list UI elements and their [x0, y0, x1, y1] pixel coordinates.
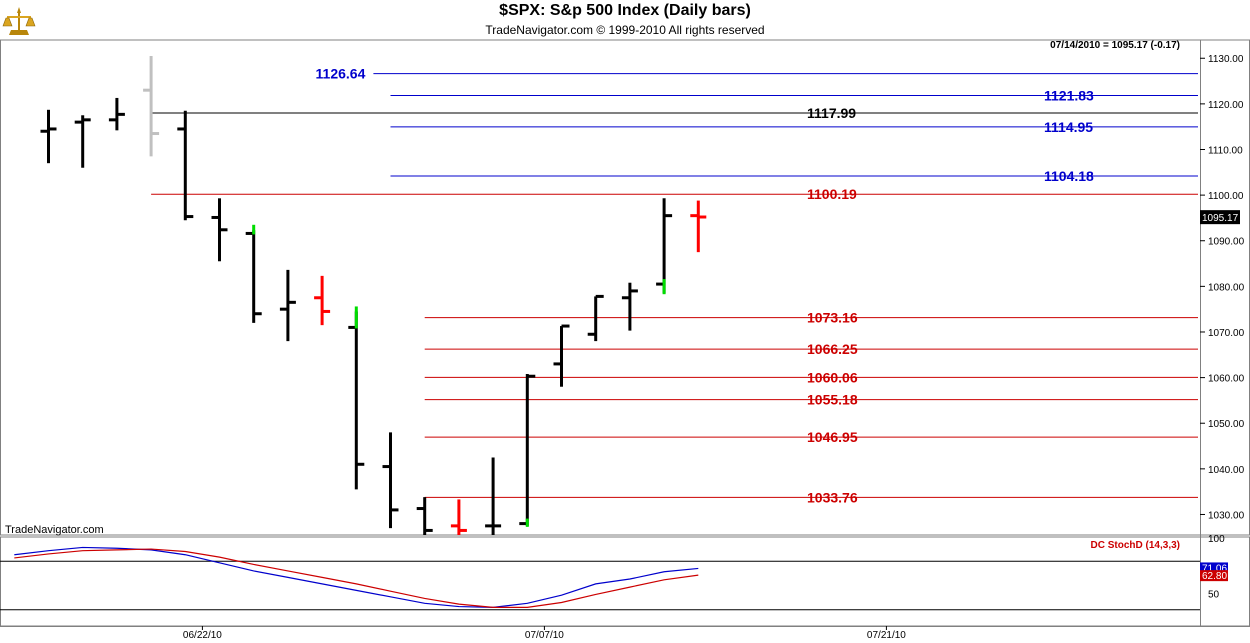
- level-label: 1121.83: [1044, 88, 1094, 104]
- watermark: TradeNavigator.com: [5, 524, 104, 536]
- level-label: 1046.95: [807, 429, 858, 445]
- app-logo-icon: [2, 4, 36, 38]
- stoch-blue-value-box: [1200, 562, 1228, 574]
- level-label: 1073.16: [807, 310, 858, 326]
- price-tick-label: 1120.00: [1208, 100, 1244, 111]
- price-tick-label: 1130.00: [1208, 54, 1244, 65]
- level-label: 1060.06: [807, 369, 858, 385]
- price-panel-frame: [0, 39, 1250, 536]
- last-price-box: [1200, 210, 1240, 225]
- price-tick-label: 1060.00: [1208, 374, 1245, 385]
- level-label: 1117.99: [807, 105, 856, 121]
- level-label: 1033.76: [807, 489, 858, 505]
- date-label: 07/21/10: [867, 630, 906, 641]
- stoch-title: DC StochD (14,3,3): [1091, 540, 1180, 551]
- stoch-blue-value: 71.06: [1202, 563, 1227, 574]
- stoch-tick-label: 100: [1208, 534, 1225, 545]
- price-tick-label: 1030.00: [1208, 510, 1245, 521]
- chart-subtitle: TradeNavigator.com © 1999-2010 All right…: [485, 23, 765, 37]
- level-label: 1066.25: [807, 341, 858, 357]
- last-price-label: 1095.17: [1202, 213, 1239, 224]
- price-tick-label: 1080.00: [1208, 282, 1245, 293]
- level-label: 1100.19: [807, 186, 857, 202]
- price-tick-label: 1090.00: [1208, 237, 1245, 248]
- price-tick-label: 1050.00: [1208, 419, 1245, 430]
- stoch-red-value-box: [1200, 570, 1228, 582]
- level-label: 1126.64: [316, 66, 366, 82]
- info-readout: 07/14/2010 = 1095.17 (-0.17): [1050, 40, 1180, 51]
- price-tick-label: 1040.00: [1208, 465, 1245, 476]
- price-tick-label: 1110.00: [1208, 145, 1243, 156]
- level-label: 1114.95: [1044, 119, 1093, 135]
- level-label: 1104.18: [1044, 168, 1094, 184]
- stoch-line: [14, 546, 699, 608]
- stoch-red-value: 62.80: [1202, 571, 1227, 582]
- stoch-tick-label: 50: [1208, 590, 1220, 601]
- level-label: 1055.18: [807, 392, 858, 408]
- date-label: 07/07/10: [525, 630, 564, 641]
- price-tick-label: 1070.00: [1208, 328, 1245, 339]
- stoch-line: [14, 548, 699, 608]
- date-label: 06/22/10: [183, 630, 222, 641]
- stoch-panel-frame: [0, 536, 1250, 627]
- chart-title: $SPX: S&p 500 Index (Daily bars): [499, 2, 751, 19]
- price-tick-label: 1100.00: [1208, 191, 1244, 202]
